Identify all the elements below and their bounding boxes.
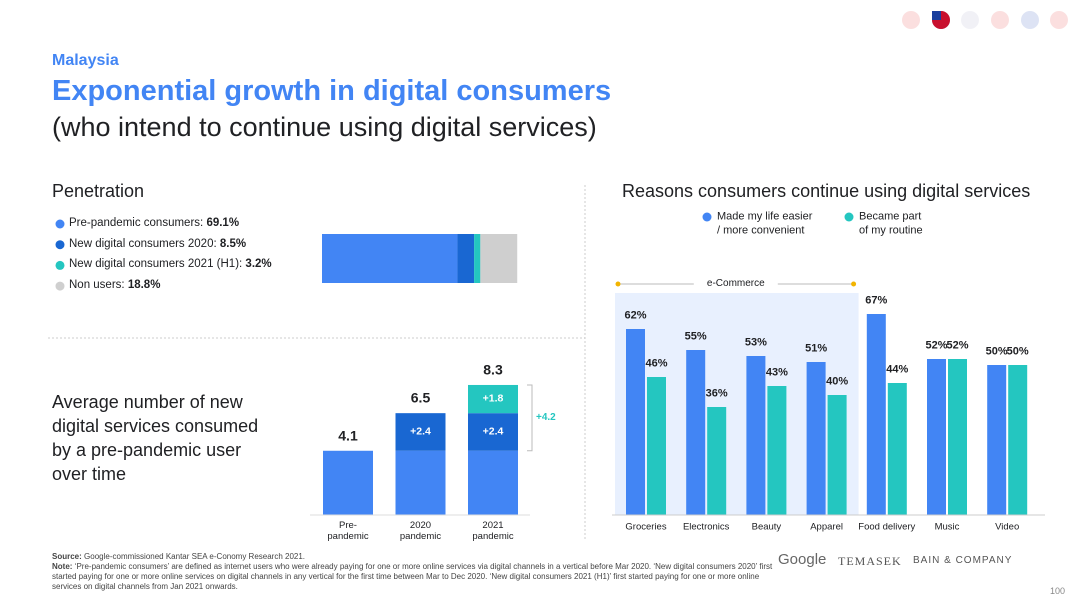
bar-segment <box>395 413 446 451</box>
logo: TEMASEK <box>838 554 902 568</box>
legend-value: 8.5% <box>219 237 247 250</box>
bar <box>827 395 847 515</box>
value-label: 52% <box>946 339 969 352</box>
bar-segment <box>457 234 475 283</box>
bar-segment <box>322 234 458 283</box>
value-label: 40% <box>826 375 849 388</box>
legend-item: Made my life easier / more convenient <box>717 210 813 237</box>
legend-swatch <box>702 212 712 222</box>
x-tick-label: Music <box>934 521 960 533</box>
legend-item: Became part of my routine <box>859 210 923 237</box>
bar <box>927 359 946 515</box>
value-label: +2.4 <box>482 425 504 438</box>
annotation: +4.2 <box>536 411 556 423</box>
active-flag-canton <box>932 11 941 20</box>
bar <box>1008 365 1028 515</box>
value-label: 67% <box>865 294 888 307</box>
bar <box>767 386 787 515</box>
highlight-dot <box>615 281 621 287</box>
highlight-label: e-Commerce <box>706 278 765 289</box>
legend-item: Pre-pandemic consumers: 69.1% <box>69 217 240 230</box>
bar-segment <box>468 413 518 451</box>
legend-item: Non users: 18.8% <box>69 279 161 292</box>
logo: Google <box>778 551 827 568</box>
bar <box>686 350 706 515</box>
bar <box>746 356 766 515</box>
x-tick-label: Groceries <box>625 521 667 533</box>
value-label: 53% <box>744 336 767 349</box>
total-label: 8.3 <box>483 361 503 378</box>
page-number: 100 <box>1050 586 1066 596</box>
total-label: 4.1 <box>338 427 358 444</box>
value-label: 62% <box>624 309 647 322</box>
chart-title: Average number of new digital services c… <box>52 392 259 484</box>
bar <box>647 377 666 515</box>
bar <box>866 314 886 515</box>
highlight-dot <box>851 281 857 287</box>
bar-segment <box>395 450 446 515</box>
value-label: +2.4 <box>410 425 431 438</box>
x-tick-label: Pre- pandemic <box>327 520 369 542</box>
source: Google-commissioned Kantar SEA e-Conomy … <box>84 552 306 561</box>
note: ‘Pre-pandemic consumers’ are defined as … <box>52 562 773 591</box>
bar-segment <box>468 450 518 515</box>
title: Exponential growth in digital consumers <box>52 75 612 107</box>
footnote: Source: Google-commissioned Kantar SEA e… <box>52 552 787 592</box>
bar-segment <box>474 234 481 283</box>
value-label: 51% <box>805 342 828 355</box>
x-tick-label: 2021 pandemic <box>472 520 514 542</box>
bar-segment <box>323 450 373 515</box>
x-tick-label: Food delivery <box>858 521 916 533</box>
source-label: Source: <box>52 552 82 561</box>
x-tick-label: Electronics <box>682 521 730 533</box>
legend-swatch <box>55 260 65 270</box>
chart-title: Reasons consumers continue using digital… <box>622 181 1031 201</box>
value-label: 36% <box>705 387 728 400</box>
bar <box>806 362 826 515</box>
legend-item: New digital consumers 2020: 8.5% <box>69 237 247 250</box>
value-label: 52% <box>925 339 948 352</box>
bar <box>626 329 645 515</box>
legend-value: 18.8% <box>127 279 161 292</box>
legend-swatch <box>55 281 65 291</box>
value-label: 55% <box>684 330 707 343</box>
bar <box>987 365 1007 515</box>
x-tick-label: 2020 pandemic <box>399 520 442 542</box>
value-label: 43% <box>765 366 788 379</box>
value-label: 50% <box>1006 345 1029 358</box>
x-tick-label: Apparel <box>810 521 843 533</box>
country: Malaysia <box>52 52 119 69</box>
x-tick-label: Video <box>995 521 1020 533</box>
bar <box>948 359 967 515</box>
bar <box>707 407 727 515</box>
x-tick-label: Beauty <box>751 521 782 533</box>
bracket <box>527 384 533 452</box>
legend-value: 3.2% <box>245 258 272 271</box>
subtitle: (who intend to continue using digital se… <box>52 112 597 142</box>
country-flags <box>902 11 1068 29</box>
bar-segment <box>468 384 518 414</box>
legend-swatch <box>55 219 65 229</box>
value-label: 44% <box>886 363 909 376</box>
logo: BAIN & COMPANY <box>913 555 1013 566</box>
total-label: 6.5 <box>410 389 431 406</box>
note-label: Note: <box>52 562 73 571</box>
value-label: 46% <box>645 357 668 370</box>
bar <box>887 383 907 515</box>
bar-segment <box>480 234 518 283</box>
legend-swatch <box>844 212 854 222</box>
legend-value: 69.1% <box>206 217 240 230</box>
legend-swatch <box>55 240 65 250</box>
value-label: +1.8 <box>482 392 504 405</box>
value-label: 50% <box>985 345 1008 358</box>
highlight-label-bg <box>693 276 778 292</box>
chart-title: Penetration <box>52 181 145 201</box>
legend-item: New digital consumers 2021 (H1): 3.2% <box>69 258 272 271</box>
